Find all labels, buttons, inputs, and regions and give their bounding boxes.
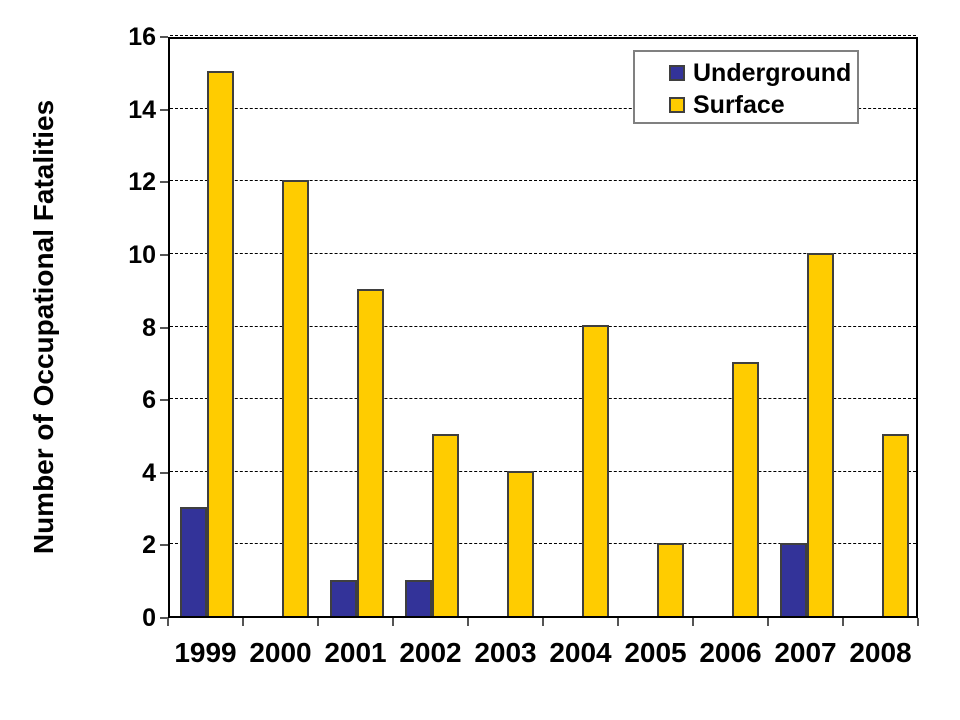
- gridline-14: [170, 107, 916, 109]
- gridline-2: [170, 543, 916, 545]
- bar-surface-2004: [582, 325, 609, 616]
- gridline-12: [170, 180, 916, 182]
- y-tick-8: [160, 326, 168, 329]
- y-axis-title: Number of Occupational Fatalities: [28, 99, 59, 555]
- bar-surface-2002: [432, 434, 459, 616]
- legend-label-underground: Underground: [693, 59, 852, 87]
- y-tick-label-2: 2: [142, 531, 156, 560]
- gridline-16: [170, 35, 916, 36]
- bar-surface-2005: [657, 543, 684, 616]
- x-tick-label-2008: 2008: [849, 637, 912, 668]
- x-tick-label-2004: 2004: [549, 637, 612, 668]
- bar-underground-1999: [180, 507, 207, 616]
- legend-item-underground: Underground: [669, 60, 851, 86]
- y-tick-label-4: 4: [142, 458, 156, 487]
- gridline-4: [170, 470, 916, 472]
- legend: Underground Surface: [633, 50, 859, 124]
- x-tick-5: [542, 618, 544, 626]
- bar-underground-2007: [780, 543, 807, 616]
- x-tick-7: [692, 618, 694, 626]
- x-tick-1: [242, 618, 244, 626]
- bar-surface-2008: [882, 434, 909, 616]
- y-tick-label-12: 12: [128, 168, 156, 197]
- bar-surface-2006: [732, 362, 759, 616]
- y-tick-label-8: 8: [142, 313, 156, 342]
- x-tick-label-2001: 2001: [324, 637, 387, 668]
- x-tick-10: [917, 618, 919, 626]
- x-tick-label-2005: 2005: [624, 637, 687, 668]
- x-tick-label-2007: 2007: [774, 637, 837, 668]
- y-tick-0: [160, 617, 168, 619]
- x-tick-label-2006: 2006: [699, 637, 762, 668]
- x-tick-6: [617, 618, 619, 626]
- bar-underground-2002: [405, 580, 432, 616]
- x-tick-9: [842, 618, 844, 626]
- gridline-8: [170, 325, 916, 327]
- y-tick-label-16: 16: [128, 23, 156, 51]
- gridline-10: [170, 252, 916, 254]
- legend-label-surface: Surface: [693, 91, 785, 119]
- y-tick-10: [160, 253, 168, 256]
- y-tick-label-6: 6: [142, 386, 156, 415]
- gridline-6: [170, 398, 916, 400]
- y-tick-6: [160, 399, 168, 402]
- underground-swatch-icon: [669, 65, 685, 81]
- y-tick-12: [160, 181, 168, 184]
- y-tick-label-0: 0: [142, 604, 156, 632]
- legend-item-surface: Surface: [669, 92, 785, 118]
- bar-surface-2001: [357, 289, 384, 616]
- x-tick-label-2003: 2003: [474, 637, 537, 668]
- x-tick-2: [317, 618, 319, 626]
- bar-underground-2001: [330, 580, 357, 616]
- y-tick-label-10: 10: [128, 240, 156, 269]
- x-tick-label-2002: 2002: [399, 637, 462, 668]
- y-tick-2: [160, 544, 168, 547]
- y-tick-16: [160, 36, 168, 38]
- x-tick-label-2000: 2000: [249, 637, 312, 668]
- x-tick-8: [767, 618, 769, 626]
- x-tick-label-1999: 1999: [174, 637, 237, 668]
- bar-surface-2003: [507, 471, 534, 616]
- plot-area: [168, 35, 918, 618]
- y-tick-4: [160, 471, 168, 474]
- x-tick-4: [467, 618, 469, 626]
- x-tick-3: [392, 618, 394, 626]
- y-tick-label-14: 14: [128, 95, 156, 124]
- bar-surface-1999: [207, 71, 234, 616]
- y-tick-14: [160, 108, 168, 111]
- x-tick-0: [167, 618, 169, 626]
- surface-swatch-icon: [669, 97, 685, 113]
- bar-surface-2007: [807, 253, 834, 616]
- bar-surface-2000: [282, 180, 309, 616]
